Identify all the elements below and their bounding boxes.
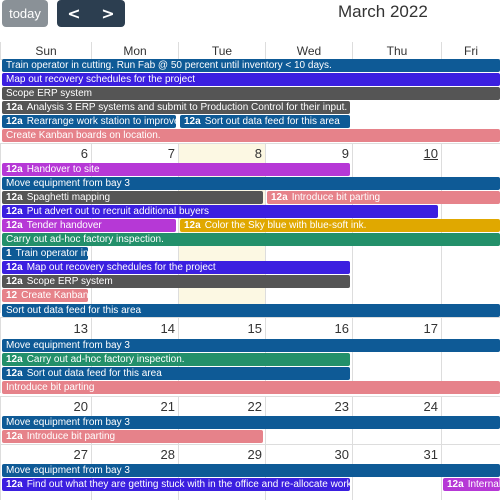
event-bar[interactable]: Sort out data feed for this area	[2, 304, 500, 317]
day-number[interactable]: 27	[73, 447, 88, 462]
day-number[interactable]: 15	[247, 321, 262, 336]
day-cell[interactable]	[0, 317, 92, 393]
day-number[interactable]: 8	[254, 146, 262, 161]
event-bar[interactable]: 12a Internal	[443, 478, 500, 491]
event-bar[interactable]: 12a Map out recovery schedules for the pr…	[2, 261, 350, 274]
day-cell[interactable]	[352, 317, 442, 393]
event-bar[interactable]: 12a Sort out data feed for this area	[180, 115, 350, 128]
day-number[interactable]: 21	[160, 399, 175, 414]
day-number[interactable]: 10	[423, 146, 438, 161]
dow-header-sun: Sun	[0, 42, 92, 60]
prev-month-button[interactable]: <	[57, 0, 91, 27]
event-bar[interactable]: Move equipment from bay 3	[2, 177, 500, 190]
calendar-toolbar: today < > March 2022	[0, 0, 500, 38]
event-bar[interactable]: 12a Handover to site	[2, 163, 350, 176]
event-bar[interactable]: 12a Put advert out to recruit additional …	[2, 205, 438, 218]
day-number[interactable]: 31	[423, 447, 438, 462]
day-number[interactable]: 9	[341, 146, 349, 161]
day-number[interactable]: 24	[423, 399, 438, 414]
event-bar[interactable]: 12a Sort out data feed for this area	[2, 367, 350, 380]
day-cell[interactable]	[0, 396, 92, 444]
event-bar[interactable]: Carry out ad-hoc factory inspection.	[2, 233, 500, 246]
day-cell[interactable]	[0, 143, 92, 313]
day-number[interactable]: 14	[160, 321, 175, 336]
dow-header-mon: Mon	[91, 42, 179, 60]
event-bar[interactable]: 12a Carry out ad-hoc factory inspection.	[2, 353, 350, 366]
day-number[interactable]: 13	[73, 321, 88, 336]
event-bar[interactable]: 12a Tender handover	[2, 219, 176, 232]
day-cell[interactable]	[441, 317, 500, 393]
today-button[interactable]: today	[2, 0, 48, 27]
event-bar[interactable]: 12a Scope ERP system	[2, 275, 350, 288]
event-bar[interactable]: 12a Analysis 3 ERP systems and submit to …	[2, 101, 350, 114]
day-number[interactable]: 17	[423, 321, 438, 336]
event-bar[interactable]: Move equipment from bay 3	[2, 339, 500, 352]
dow-header-fri: Fri	[441, 42, 500, 60]
event-bar[interactable]: Introduce bit parting	[2, 381, 500, 394]
day-number[interactable]: 20	[73, 399, 88, 414]
event-bar[interactable]: Create Kanban boards on location.	[2, 129, 500, 142]
event-bar[interactable]: 12a Introduce bit parting	[2, 430, 263, 443]
day-number[interactable]: 7	[167, 146, 175, 161]
event-bar[interactable]: Map out recovery schedules for the proje…	[2, 73, 500, 86]
event-bar[interactable]: 12a Introduce bit parting	[267, 191, 500, 204]
day-number[interactable]: 28	[160, 447, 175, 462]
event-bar[interactable]: 12a Spaghetti mapping	[2, 191, 263, 204]
day-cell[interactable]	[0, 444, 92, 500]
dow-header-wed: Wed	[265, 42, 353, 60]
day-number[interactable]: 30	[334, 447, 349, 462]
month-grid: Sun Mon Tue Wed Thu Fri Train operator i…	[0, 42, 500, 500]
day-number[interactable]: 16	[334, 321, 349, 336]
dow-header-thu: Thu	[352, 42, 442, 60]
event-bar[interactable]: Scope ERP system	[2, 87, 500, 100]
nav-button-group: < >	[57, 0, 125, 27]
day-number[interactable]: 29	[247, 447, 262, 462]
event-bar[interactable]: Move equipment from bay 3	[2, 416, 500, 429]
event-bar[interactable]: 12a Color the Sky blue with blue-soft ink…	[180, 219, 500, 232]
event-bar[interactable]: Move equipment from bay 3	[2, 464, 500, 477]
day-number[interactable]: 23	[334, 399, 349, 414]
day-number[interactable]: 22	[247, 399, 262, 414]
calendar-title: March 2022	[338, 2, 428, 21]
dow-header-tue: Tue	[178, 42, 266, 60]
next-month-button[interactable]: >	[91, 0, 125, 27]
day-number[interactable]: 6	[80, 146, 88, 161]
event-bar[interactable]: Train operator in cutting. Run Fab @ 50 …	[2, 59, 500, 72]
event-bar[interactable]: 12a Find out what they are getting stuck …	[2, 478, 350, 491]
event-bar[interactable]: 12a Rearrange work station to improve	[2, 115, 176, 128]
